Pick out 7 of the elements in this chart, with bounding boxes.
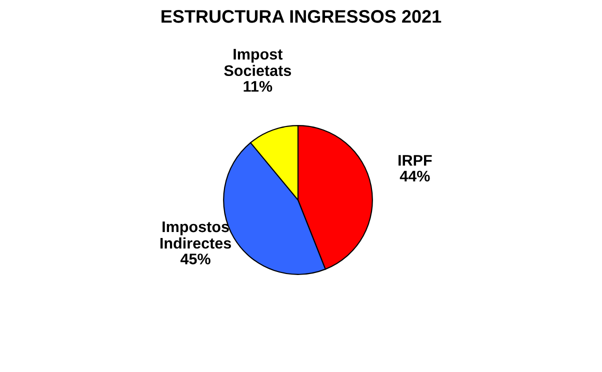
- slice-label: Impost Societats: [224, 48, 292, 76]
- data-label: 45%: [180, 254, 210, 264]
- slice-label: Impostos Indirectes: [160, 222, 231, 249]
- chart-title: ESTRUCTURA INGRESSOS 2021: [162, 10, 442, 23]
- data-label: 44%: [400, 170, 430, 182]
- slice-label: IRPF: [398, 155, 432, 166]
- data-label: 11%: [244, 81, 272, 92]
